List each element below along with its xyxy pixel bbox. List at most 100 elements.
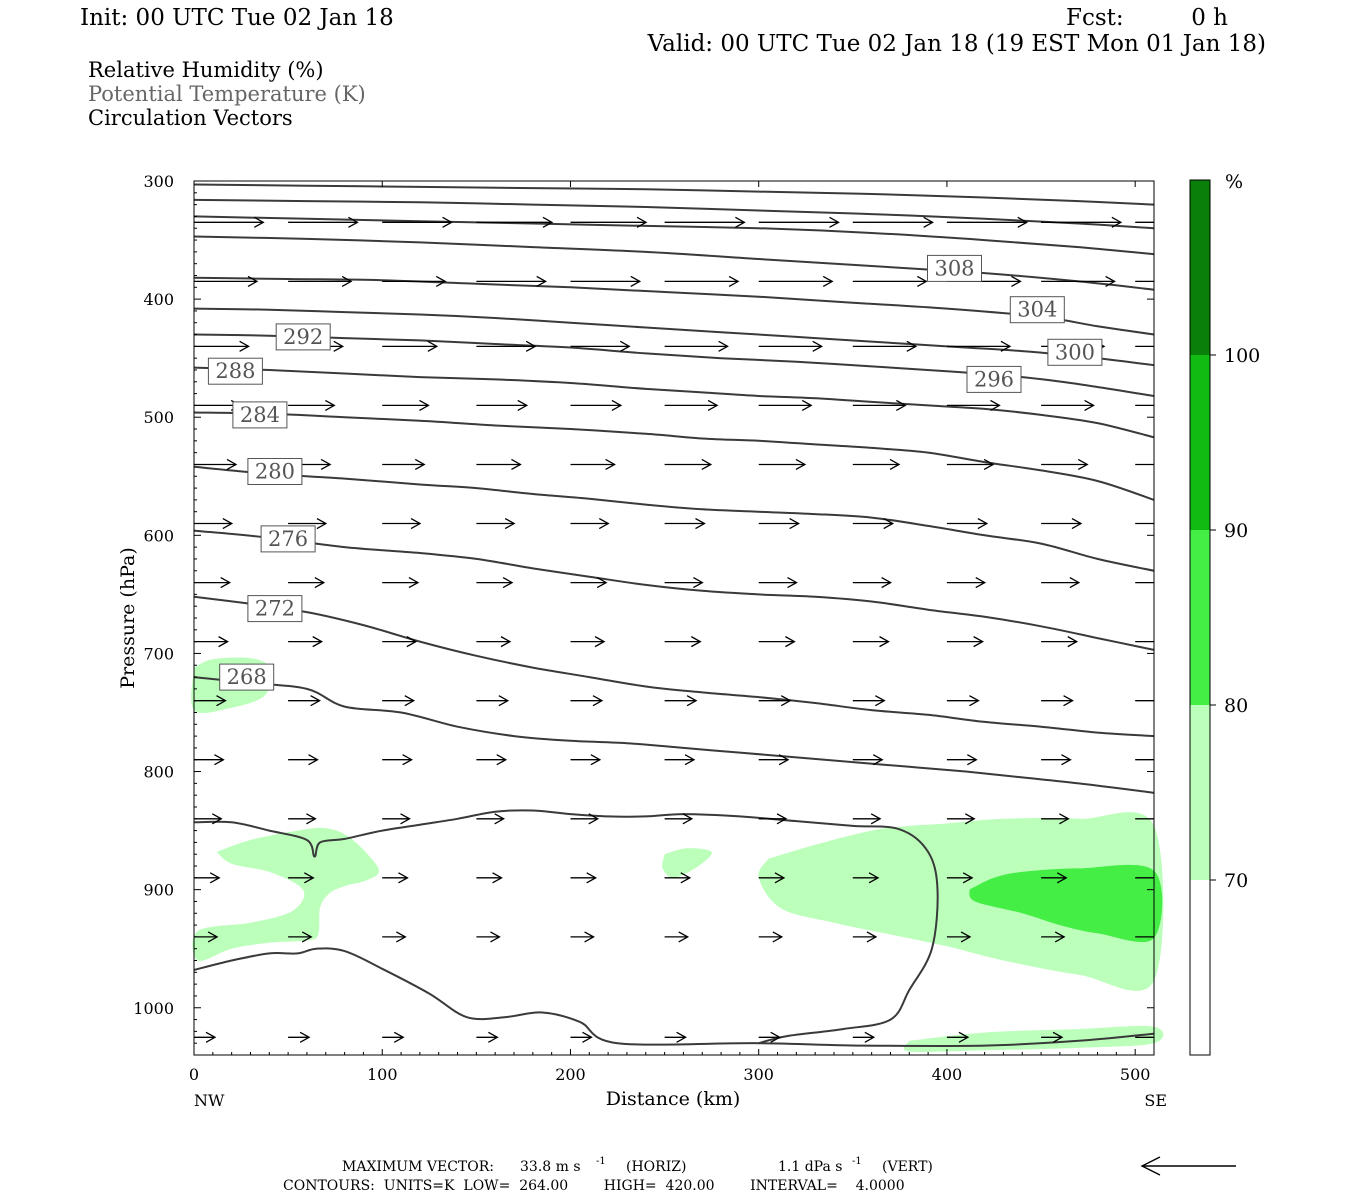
contour-label-layer: 264268272276280284288292296300304308 bbox=[207, 254, 1103, 691]
circulation-vector bbox=[1041, 517, 1083, 530]
max-vector-horiz-unit: (HORIZ) bbox=[626, 1159, 686, 1175]
vector-head bbox=[598, 517, 610, 530]
vector-head bbox=[812, 340, 824, 352]
circulation-vector bbox=[758, 872, 786, 884]
contour-label-308: 308 bbox=[927, 254, 982, 282]
circulation-vector bbox=[1041, 754, 1072, 766]
vector-head bbox=[494, 813, 505, 825]
vector-head bbox=[975, 576, 987, 589]
vector-head bbox=[488, 1031, 499, 1043]
colorbar-segment bbox=[1190, 530, 1210, 705]
circulation-vector bbox=[194, 695, 227, 707]
circulation-vector bbox=[194, 576, 232, 589]
circulation-vector bbox=[946, 576, 987, 589]
forecast-label: Fcst: bbox=[1066, 5, 1124, 31]
circulation-vector bbox=[288, 872, 315, 884]
y-tick-label: 900 bbox=[143, 881, 174, 900]
circulation-vector bbox=[946, 931, 972, 943]
contour-label-text: 304 bbox=[1017, 298, 1057, 322]
y-tick-label: 600 bbox=[143, 526, 174, 545]
y-tick-label: 300 bbox=[143, 172, 174, 191]
vector-head bbox=[301, 931, 313, 943]
vector-head bbox=[396, 931, 407, 943]
circulation-vector bbox=[288, 517, 328, 530]
circulation-vector bbox=[382, 576, 420, 589]
vector-head bbox=[1054, 931, 1066, 943]
contour-label-box bbox=[1009, 296, 1065, 324]
circulation-vector bbox=[852, 1031, 876, 1043]
vector-head bbox=[789, 517, 800, 530]
x-tick-label: 200 bbox=[555, 1065, 586, 1084]
circulation-vector bbox=[664, 931, 690, 943]
circulation-vector bbox=[288, 275, 353, 287]
theta-contour-304 bbox=[193, 235, 1155, 291]
vector-head bbox=[312, 636, 324, 648]
circulation-vector bbox=[758, 399, 813, 411]
vector-head bbox=[707, 399, 719, 411]
vector-head bbox=[304, 872, 315, 884]
legend-relative-humidity: Relative Humidity (%) bbox=[88, 58, 324, 82]
vector-head bbox=[682, 813, 694, 825]
x-end-label: SE bbox=[1144, 1091, 1167, 1110]
contour-label-box bbox=[927, 254, 982, 282]
circulation-vector bbox=[288, 636, 324, 648]
circulation-vector bbox=[570, 754, 602, 766]
circulation-vector bbox=[570, 695, 604, 707]
circulation-vector bbox=[288, 931, 313, 943]
contour-label-284: 284 bbox=[232, 401, 288, 429]
y-tick-label: 1000 bbox=[133, 999, 174, 1018]
vector-head bbox=[1069, 576, 1081, 589]
max-vector-label: MAXIMUM VECTOR: bbox=[342, 1159, 494, 1175]
valid-time: Valid: 00 UTC Tue 02 Jan 18 (19 EST Mon … bbox=[647, 31, 1266, 57]
contour-label-text: 296 bbox=[974, 367, 1014, 391]
circulation-vector bbox=[382, 695, 416, 707]
circulation-vector bbox=[570, 1031, 593, 1043]
circulation-vector bbox=[852, 517, 895, 530]
vector-head bbox=[785, 636, 796, 648]
y-axis-label: Pressure (hPa) bbox=[117, 547, 139, 689]
vector-head bbox=[619, 340, 631, 352]
vector-head bbox=[686, 695, 698, 707]
circulation-vector bbox=[664, 813, 694, 825]
circulation-vector bbox=[382, 340, 439, 352]
x-tick-label: 300 bbox=[743, 1065, 774, 1084]
contour-label-292: 292 bbox=[275, 323, 331, 351]
circulation-vector bbox=[664, 216, 746, 228]
circulation-vector bbox=[1041, 931, 1066, 943]
vector-head bbox=[316, 517, 328, 530]
vector-head bbox=[1067, 636, 1079, 648]
circulation-vector bbox=[946, 695, 980, 707]
circulation-vector bbox=[194, 275, 259, 287]
rh-region-80 bbox=[969, 864, 1163, 943]
rh-fill-layer bbox=[191, 657, 1164, 1053]
circulation-vector bbox=[852, 399, 907, 411]
vector-head bbox=[923, 216, 934, 228]
contour-label-box bbox=[966, 365, 1022, 393]
circulation-vector bbox=[664, 458, 713, 471]
circulation-vector bbox=[1041, 399, 1095, 411]
circulation-vector bbox=[194, 216, 265, 228]
vector-head bbox=[308, 754, 319, 766]
circulation-vector bbox=[852, 576, 892, 589]
circulation-vector bbox=[852, 340, 918, 352]
colorbar-label: 70 bbox=[1224, 870, 1248, 892]
vector-head bbox=[881, 576, 892, 589]
y-tick-label: 500 bbox=[143, 408, 174, 427]
vector-head bbox=[960, 931, 972, 943]
theta-contour-312 bbox=[193, 198, 1155, 230]
circulation-vector bbox=[476, 275, 547, 287]
vector-head bbox=[1000, 340, 1012, 352]
tick-layer: 0 100 200 300 400 500 300 400 500 600 700 800 900 100… bbox=[133, 172, 1154, 1084]
vector-head bbox=[962, 872, 974, 884]
circulation-vector bbox=[194, 458, 238, 471]
vector-head bbox=[419, 399, 430, 411]
contour-label-box bbox=[207, 357, 263, 385]
circulation-vector bbox=[852, 216, 934, 228]
x-tick-label: 100 bbox=[367, 1065, 398, 1084]
circulation-vector bbox=[288, 695, 321, 707]
vector-head bbox=[502, 576, 514, 589]
circulation-vector bbox=[946, 813, 976, 825]
vector-head bbox=[247, 275, 259, 287]
vector-head bbox=[253, 216, 265, 228]
